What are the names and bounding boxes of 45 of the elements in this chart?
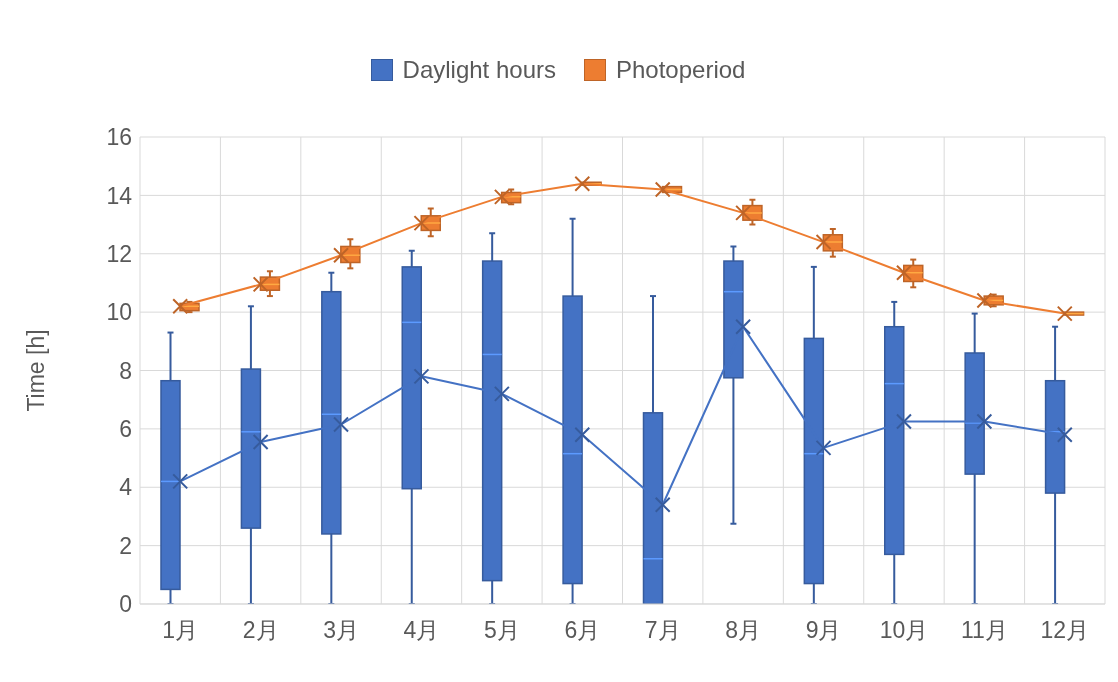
x-tick-label: 1月 [162,617,199,644]
x-tick-label: 10月 [879,617,929,644]
x-tick-label: 8月 [725,617,762,644]
x-tick-label: 2月 [242,617,279,644]
y-axis-title: Time [h] [23,329,50,412]
point [654,181,671,198]
point [976,413,993,430]
y-tick-label: 12 [106,240,132,267]
x-tick-label: 11月 [960,617,1008,644]
point [574,426,591,443]
y-tick-label: 4 [119,474,133,501]
x-tick-label: 4月 [403,617,440,644]
point [735,204,752,221]
y-tick-label: 8 [119,357,132,384]
point [1056,426,1073,443]
point [735,318,752,335]
y-tick-label: 14 [106,182,133,209]
x-tick-label: 6月 [564,617,601,644]
point [493,385,510,402]
point [895,413,912,430]
point [1056,305,1073,322]
point [574,175,591,192]
point [413,368,430,385]
legend-label: Photoperiod [615,56,746,84]
point [895,264,912,281]
legend-label: Daylight hours [402,56,556,84]
x-tick-label: 9月 [805,617,842,644]
y-tick-label: 2 [119,532,132,559]
point [333,416,350,433]
point [172,473,189,490]
x-tick-label: 5月 [483,617,520,644]
point [252,276,269,293]
point [815,234,832,251]
y-tick-label: 16 [106,124,132,151]
point [333,247,350,264]
x-tick-label: 12月 [1040,617,1090,644]
point [654,496,671,513]
y-tick-label: 0 [119,591,132,618]
point [413,215,430,232]
y-tick-label: 6 [119,416,132,443]
x-tick-label: 7月 [644,617,681,644]
x-tick-label: 3月 [323,617,359,644]
point [252,434,269,451]
y-tick-label: 10 [106,299,132,326]
point [815,439,832,456]
